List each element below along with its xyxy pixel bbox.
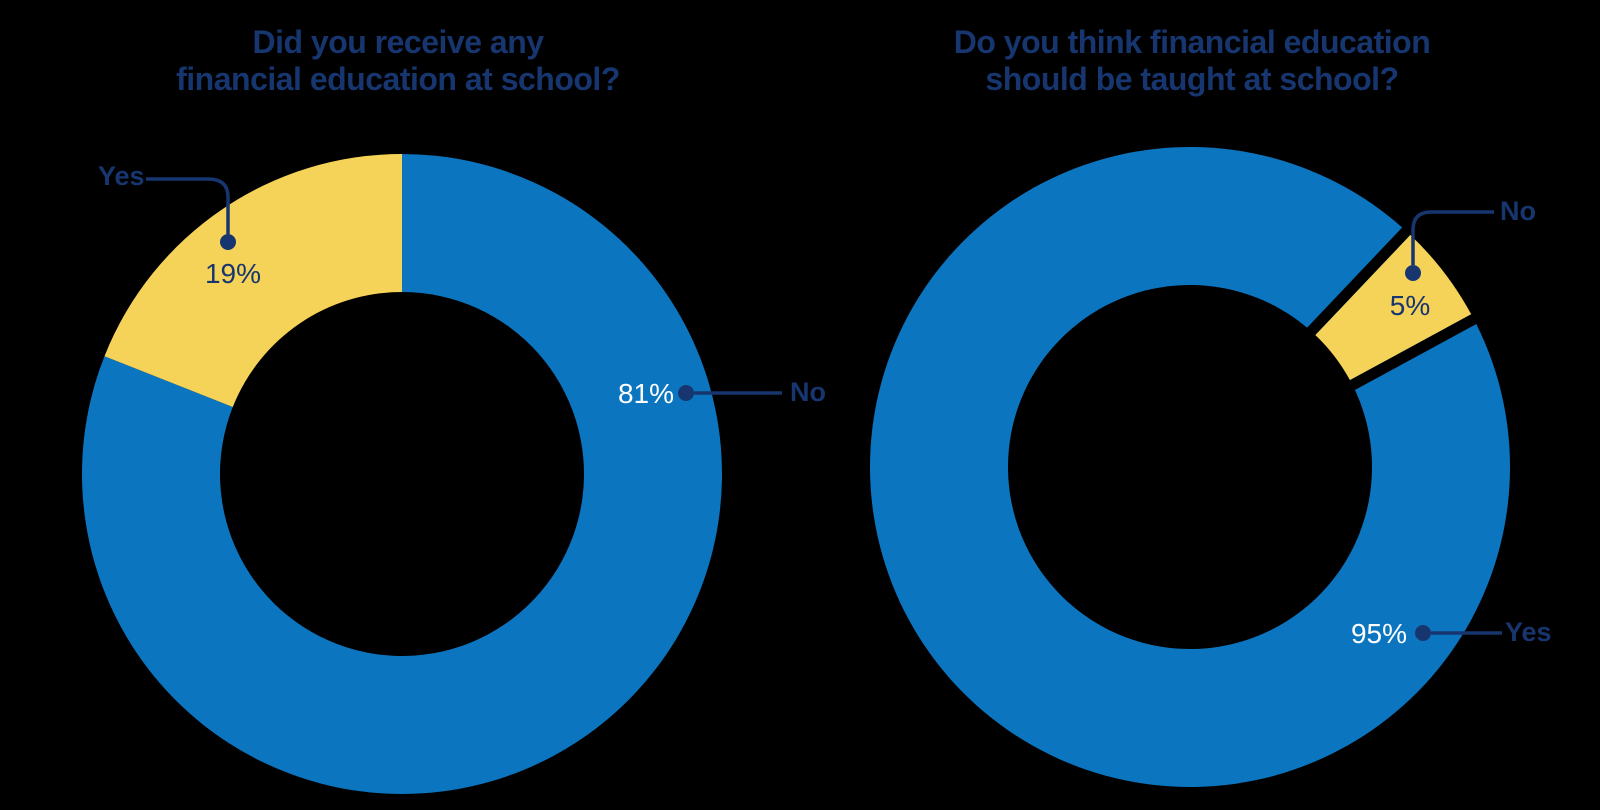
- donut-slice-yes: [869, 146, 1510, 787]
- chart-title-right-line-1: Do you think financial education: [953, 24, 1431, 60]
- donut-slice-no: [81, 154, 722, 795]
- chart-title-right: Do you think financial education should …: [842, 24, 1542, 98]
- chart-title-left: Did you receive any financial education …: [48, 24, 748, 98]
- callout-label-yes-right-chart: Yes: [1505, 616, 1552, 647]
- leader-line-yes: [146, 177, 230, 234]
- leader-line-yes-dot: [220, 234, 236, 250]
- donut-slice-yes: [104, 154, 402, 408]
- value-label-19pct: 19%: [204, 258, 262, 289]
- callout-label-no-right-chart: No: [1500, 195, 1536, 226]
- leader-line-yes-dot: [1415, 625, 1431, 641]
- donut-chart-left: [81, 154, 782, 795]
- leader-line-no-dot: [1405, 265, 1421, 281]
- chart-title-left-line-2: financial education at school?: [176, 61, 620, 97]
- value-label-95pct: 95%: [1350, 618, 1408, 649]
- leader-line-no-dot: [678, 385, 694, 401]
- callout-label-yes-left-chart: Yes: [98, 160, 145, 191]
- value-label-81pct: 81%: [617, 378, 675, 409]
- callout-label-no-left-chart: No: [790, 376, 826, 407]
- slice-gap-band: [1337, 307, 1489, 397]
- donut-chart-right: [869, 146, 1510, 787]
- leader-line-no: [1411, 210, 1494, 265]
- value-label-5pct: 5%: [1389, 290, 1431, 321]
- donut-slice-no: [1315, 234, 1472, 381]
- slice-gap-band: [1297, 217, 1420, 346]
- chart-title-right-line-2: should be taught at school?: [985, 61, 1399, 97]
- chart-title-left-line-1: Did you receive any: [252, 24, 544, 60]
